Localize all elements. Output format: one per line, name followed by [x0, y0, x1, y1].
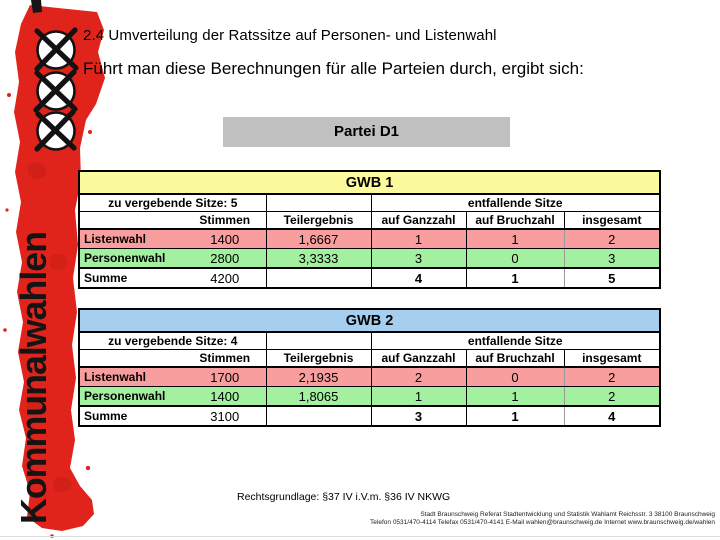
footer: Stadt Braunschweig Referat Stadtentwickl…	[370, 511, 715, 527]
gwb2-table: GWB 2 zu vergebende Sitze: 4 entfallende…	[78, 308, 662, 427]
column-header: auf Ganzzahl	[370, 211, 467, 230]
legal-basis-text: Rechtsgrundlage: §37 IV i.V.m. §36 IV NK…	[237, 491, 451, 503]
cell-insgesamt: 4	[563, 405, 661, 427]
column-header: Teilergebnis	[265, 211, 372, 230]
cell-ganzzahl: 4	[370, 267, 467, 289]
table-row: Listenwahl 1400 1,6667 1 1 2	[78, 228, 661, 249]
row-label: Summe	[78, 405, 184, 427]
column-spanner: entfallende Sitze	[370, 193, 661, 212]
cell-insgesamt: 2	[563, 228, 661, 249]
paint-blotch	[26, 394, 46, 413]
seats-to-assign: zu vergebende Sitze: 4	[78, 331, 267, 350]
table-row: Personenwahl 1400 1,8065 1 1 2	[78, 386, 661, 407]
cell-stimmen: 1400	[183, 228, 267, 249]
ballot-x-icon	[33, 69, 78, 113]
cell-teilergebnis: 3,3333	[265, 248, 372, 269]
column-header: Teilergebnis	[265, 349, 372, 368]
table-title: GWB 1	[78, 170, 661, 195]
empty-cell	[78, 349, 184, 368]
column-spanner: entfallende Sitze	[370, 331, 661, 350]
footer-line-2: Telefon 0531/470-4114 Telefax 0531/470-4…	[370, 519, 715, 526]
cell-stimmen: 1400	[183, 386, 267, 407]
banner-vertical-text: Kommunalwahlen	[13, 232, 54, 524]
cell-teilergebnis	[265, 405, 372, 427]
column-header: auf Ganzzahl	[370, 349, 467, 368]
cell-stimmen: 4200	[183, 267, 267, 289]
gwb1-table: GWB 1 zu vergebende Sitze: 5 entfallende…	[78, 170, 662, 289]
footer-line-1: Stadt Braunschweig Referat Stadtentwickl…	[420, 511, 715, 518]
cell-ganzzahl: 3	[370, 248, 467, 269]
empty-cell	[78, 211, 184, 230]
column-header: insgesamt	[563, 211, 661, 230]
cell-insgesamt: 2	[563, 386, 661, 407]
column-header: insgesamt	[563, 349, 661, 368]
paint-blotch	[27, 162, 47, 179]
paint-speckle	[3, 328, 7, 332]
kommunalwahlen-banner: Kommunalwahlen	[3, 0, 105, 538]
empty-cell	[265, 193, 372, 212]
cell-ganzzahl: 1	[370, 228, 467, 249]
cell-ganzzahl: 1	[370, 386, 467, 407]
column-header: Stimmen	[183, 211, 267, 230]
ballot-x-icon	[34, 27, 79, 72]
cell-bruchzahl: 1	[465, 228, 565, 249]
paint-speckle	[85, 465, 91, 471]
cell-stimmen: 1700	[183, 366, 267, 387]
table-row-summe: Summe 3100 3 1 4	[78, 405, 661, 427]
table-row-summe: Summe 4200 4 1 5	[78, 267, 661, 289]
table-row: Personenwahl 2800 3,3333 3 0 3	[78, 248, 661, 269]
column-header: auf Bruchzahl	[465, 349, 565, 368]
table-row: Listenwahl 1700 2,1935 2 0 2	[78, 366, 661, 387]
cell-ganzzahl: 3	[370, 405, 467, 427]
cell-teilergebnis: 1,8065	[265, 386, 372, 407]
paint-speckle	[88, 130, 92, 134]
cell-bruchzahl: 1	[465, 386, 565, 407]
cell-stimmen: 3100	[183, 405, 267, 427]
cell-insgesamt: 3	[563, 248, 661, 269]
party-header: Partei D1	[223, 117, 510, 147]
ballot-x-icon	[34, 109, 77, 152]
cell-bruchzahl: 0	[465, 248, 565, 269]
cell-insgesamt: 5	[563, 267, 661, 289]
cell-teilergebnis: 2,1935	[265, 366, 372, 387]
row-label: Listenwahl	[78, 366, 184, 387]
cell-teilergebnis: 1,6667	[265, 228, 372, 249]
paint-speckle	[7, 93, 11, 97]
cell-bruchzahl: 1	[465, 405, 565, 427]
top-mark	[31, 0, 42, 13]
paint-speckle	[5, 208, 9, 212]
row-label: Listenwahl	[78, 228, 184, 249]
cell-bruchzahl: 1	[465, 267, 565, 289]
column-header: auf Bruchzahl	[465, 211, 565, 230]
table-title: GWB 2	[78, 308, 661, 333]
paint-blotch	[53, 476, 72, 493]
cell-insgesamt: 2	[563, 366, 661, 387]
cell-stimmen: 2800	[183, 248, 267, 269]
seats-to-assign: zu vergebende Sitze: 5	[78, 193, 267, 212]
cell-teilergebnis	[265, 267, 372, 289]
row-label: Summe	[78, 267, 184, 289]
column-header: Stimmen	[183, 349, 267, 368]
row-label: Personenwahl	[78, 386, 184, 407]
cell-ganzzahl: 2	[370, 366, 467, 387]
empty-cell	[265, 331, 372, 350]
slide-bottom-edge	[0, 536, 720, 537]
cell-bruchzahl: 0	[465, 366, 565, 387]
row-label: Personenwahl	[78, 248, 184, 269]
red-stripe	[14, 5, 105, 531]
page-subtitle: Führt man diese Berechnungen für alle Pa…	[83, 59, 584, 78]
page-title: 2.4 Umverteilung der Ratssitze auf Perso…	[83, 27, 497, 44]
paint-blotch	[49, 253, 68, 271]
